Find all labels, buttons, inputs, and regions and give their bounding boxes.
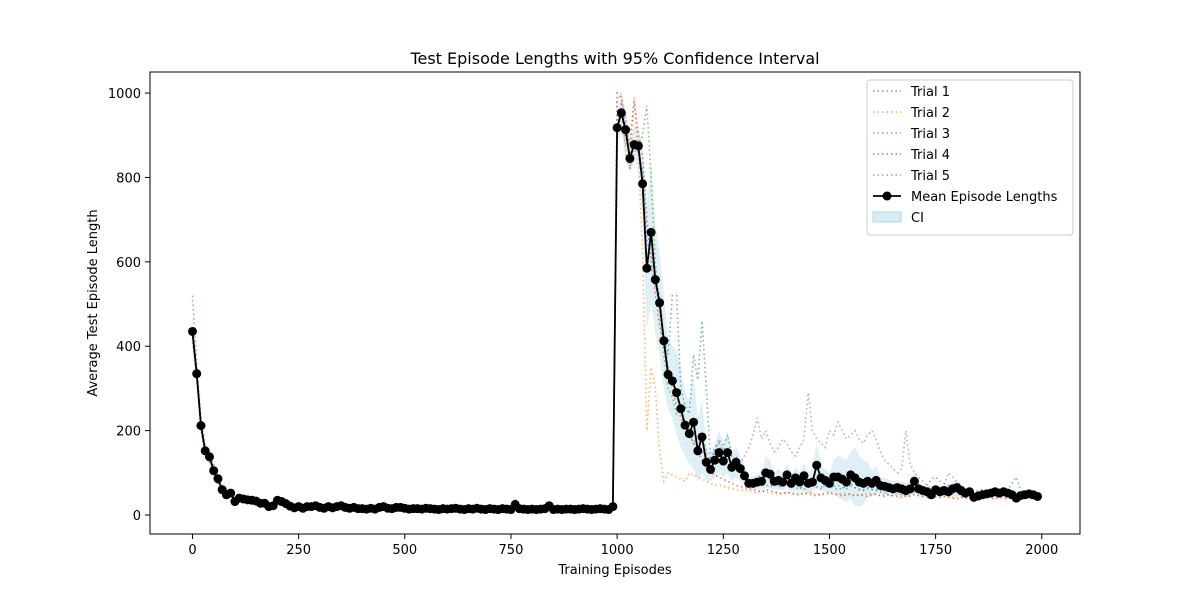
mean-marker: [824, 478, 834, 488]
mean-marker: [213, 474, 223, 484]
mean-marker: [1033, 491, 1043, 501]
mean-marker: [187, 326, 197, 336]
mean-marker: [909, 476, 919, 486]
y-axis-label: Average Test Episode Length: [86, 209, 101, 396]
mean-marker: [633, 141, 643, 151]
y-tick-label: 400: [116, 340, 141, 355]
mean-marker: [799, 471, 809, 481]
mean-marker: [192, 369, 202, 379]
chart-title: Test Episode Lengths with 95% Confidence…: [409, 49, 819, 68]
x-tick-label: 0: [188, 543, 196, 558]
mean-marker: [723, 448, 733, 458]
mean-marker: [812, 460, 822, 470]
x-tick-label: 1500: [813, 543, 846, 558]
x-tick-label: 1750: [919, 543, 952, 558]
legend-marker: [882, 191, 892, 201]
mean-marker: [646, 227, 656, 237]
x-axis: 0 250 500 750 1000 1250 1500 1750 2000: [188, 534, 1058, 558]
x-tick-label: 250: [286, 543, 311, 558]
x-tick-label: 750: [499, 543, 524, 558]
mean-marker: [778, 477, 788, 487]
mean-marker: [672, 388, 682, 398]
legend-label-1: Trial 1: [910, 85, 950, 100]
mean-marker: [693, 446, 703, 456]
mean-marker: [905, 484, 915, 494]
y-tick-label: 1000: [108, 87, 141, 102]
y-tick-label: 800: [116, 171, 141, 186]
mean-marker: [689, 417, 699, 427]
axes-frame: [149, 71, 1081, 535]
mean-marker: [667, 376, 677, 386]
legend-label-4: Trial 4: [910, 148, 950, 163]
y-axis: 0 200 400 600 800 1000: [108, 87, 150, 524]
mean-marker: [209, 466, 219, 476]
mean-marker: [757, 476, 767, 486]
legend-label-3: Trial 3: [910, 127, 950, 142]
plot-area: [187, 90, 1043, 515]
mean-marker: [612, 123, 622, 133]
legend: Trial 1 Trial 2 Trial 3 Trial 4 Trial 5 Mean …: [866, 79, 1074, 236]
mean-marker: [638, 179, 648, 189]
mean-marker: [697, 432, 707, 442]
y-tick-label: 0: [133, 509, 141, 524]
mean-marker: [608, 502, 618, 512]
mean-marker: [782, 470, 792, 480]
legend-label-ci: CI: [911, 211, 924, 226]
x-tick-label: 1000: [601, 543, 634, 558]
legend-ci-swatch: [872, 211, 902, 223]
mean-marker: [676, 404, 686, 414]
mean-marker: [706, 464, 716, 474]
mean-marker: [701, 457, 711, 467]
mean-marker: [655, 298, 665, 308]
y-tick-label: 200: [116, 425, 141, 440]
mean-marker: [642, 263, 652, 273]
y-tick-label: 600: [116, 256, 141, 271]
mean-marker: [714, 448, 724, 458]
mean-marker: [616, 108, 626, 118]
mean-marker: [226, 488, 236, 498]
mean-marker: [807, 477, 817, 487]
mean-marker: [625, 153, 635, 163]
mean-marker: [795, 477, 805, 487]
mean-marker: [204, 452, 214, 462]
legend-box: [866, 79, 1074, 236]
mean-marker: [650, 275, 660, 285]
mean-marker: [710, 455, 720, 465]
mean-marker: [621, 125, 631, 135]
x-tick-label: 1250: [707, 543, 740, 558]
mean-marker: [718, 456, 728, 466]
mean-marker: [680, 420, 690, 430]
x-tick-label: 500: [392, 543, 417, 558]
legend-label-5: Trial 5: [910, 169, 950, 184]
mean-marker: [659, 336, 669, 346]
mean-marker: [663, 370, 673, 380]
x-axis-label: Training Episodes: [557, 563, 671, 578]
legend-label-2: Trial 2: [910, 106, 950, 121]
mean-marker: [765, 469, 775, 479]
x-tick-label: 2000: [1025, 543, 1058, 558]
mean-marker: [684, 429, 694, 439]
mean-marker: [841, 477, 851, 487]
mean-marker: [740, 471, 750, 481]
mean-marker: [196, 421, 206, 431]
legend-label-6: Mean Episode Lengths: [911, 190, 1058, 205]
mean-marker: [731, 457, 741, 467]
mean-marker: [735, 464, 745, 474]
